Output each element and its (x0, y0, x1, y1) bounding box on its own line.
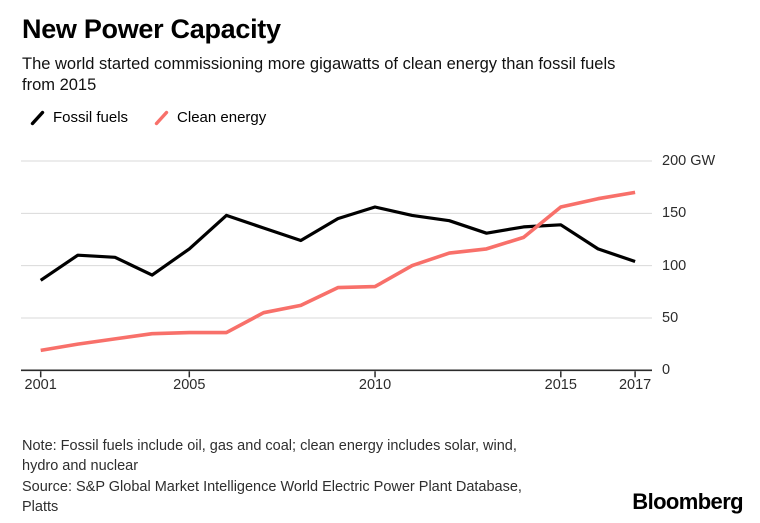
bloomberg-logo: Bloomberg (632, 489, 743, 514)
legend-item-fossil-fuels: Fossil fuels (30, 109, 128, 126)
chart-x-axis (21, 369, 652, 378)
chart-series-lines (39, 190, 636, 353)
clean-energy-line (40, 190, 636, 353)
slash-icon (30, 110, 45, 125)
y-axis-label-150: 150 (662, 205, 687, 222)
x-axis-label-2015: 2015 (544, 377, 577, 393)
page-title: New Power Capacity (22, 14, 281, 44)
chart-legend: Fossil fuels Clean energy (30, 109, 266, 126)
legend-label: Fossil fuels (53, 109, 129, 126)
y-axis-label-0: 0 (662, 362, 671, 379)
note-text: Note: Fossil fuels include oil, gas and … (22, 438, 517, 475)
chart-subtitle: The world started commissioning more gig… (22, 55, 616, 95)
legend-item-clean-energy: Clean energy (154, 109, 266, 126)
x-axis-label-2001: 2001 (24, 377, 57, 393)
x-axis-label-2010: 2010 (358, 377, 392, 393)
y-axis-label-100: 100 (662, 257, 687, 274)
x-axis-label-2017: 2017 (618, 377, 652, 393)
chart-gridlines (21, 160, 652, 319)
slash-icon (154, 110, 169, 125)
y-axis-label-50: 50 (662, 309, 679, 326)
legend-label: Clean energy (177, 109, 267, 126)
x-axis-label-2005: 2005 (173, 377, 206, 393)
y-axis-label-200: 200 GW (662, 153, 716, 169)
source-text: Source: S&P Global Market Intelligence W… (22, 478, 522, 515)
chart-footer: Note: Fossil fuels include oil, gas and … (22, 436, 522, 517)
